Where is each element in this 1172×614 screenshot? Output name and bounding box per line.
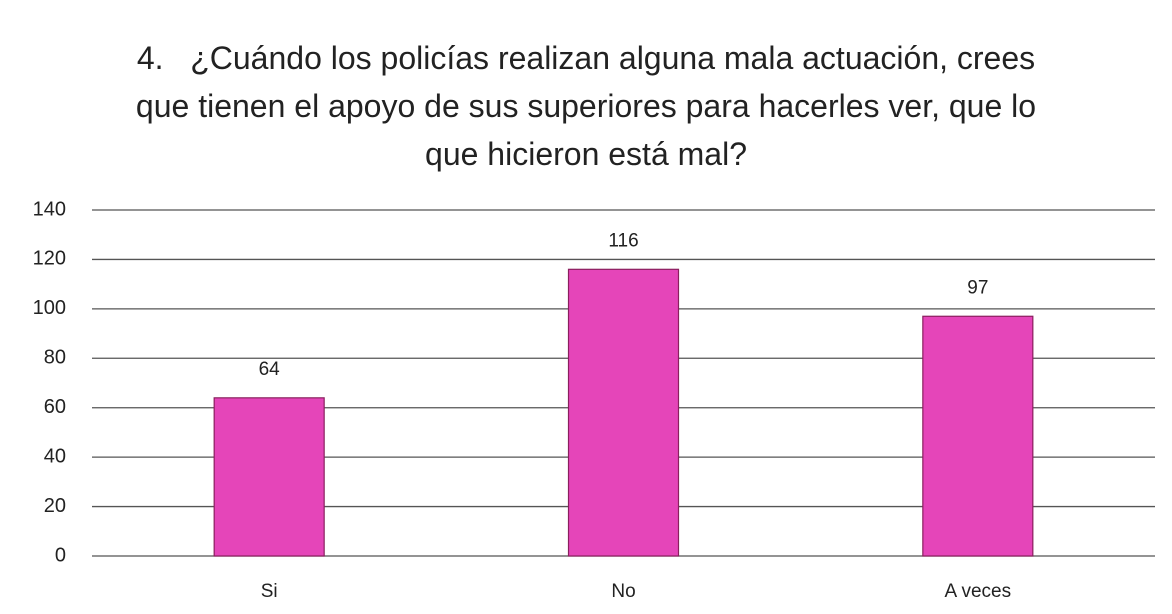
y-tick-label: 0 — [55, 544, 66, 566]
y-tick-label: 80 — [44, 347, 66, 369]
data-label: 64 — [259, 359, 281, 380]
chart-title: 4. ¿Cuándo los policías realizan alguna … — [135, 40, 1045, 172]
y-tick-label: 20 — [44, 495, 66, 517]
bar — [213, 397, 325, 557]
y-tick-label: 140 — [33, 198, 66, 220]
data-label: 116 — [608, 230, 638, 251]
y-tick-label: 60 — [44, 396, 66, 418]
x-tick-label: Si — [261, 581, 278, 602]
y-tick-label: 100 — [33, 297, 66, 319]
y-tick-label: 40 — [44, 445, 66, 467]
x-tick-label: No — [611, 581, 635, 602]
y-tick-label: 120 — [33, 248, 66, 270]
data-label: 97 — [967, 277, 988, 298]
bar — [922, 315, 1034, 557]
bar — [567, 268, 680, 557]
x-tick-label: A veces — [945, 581, 1012, 602]
